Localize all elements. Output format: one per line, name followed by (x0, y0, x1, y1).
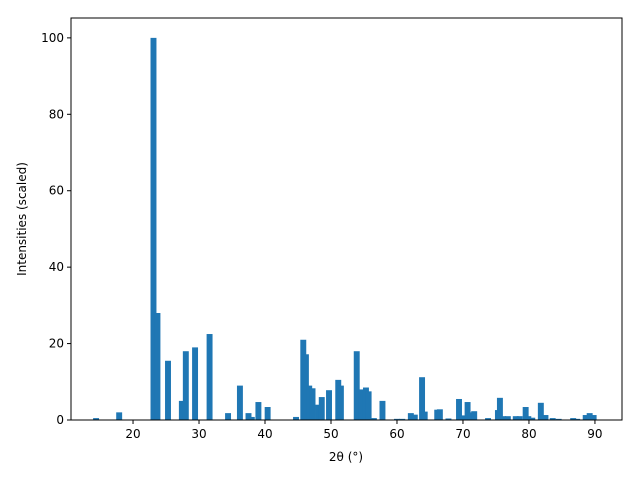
bar (365, 391, 372, 420)
bar (574, 418, 581, 420)
bar (236, 385, 243, 420)
x-tick-label: 70 (455, 427, 470, 441)
bar (542, 415, 549, 420)
bar (485, 418, 492, 420)
x-axis-label: 2θ (°) (329, 450, 363, 464)
bar (165, 360, 171, 420)
bar (537, 402, 544, 420)
x-tick-label: 40 (257, 427, 272, 441)
bar (370, 418, 377, 420)
bar (500, 416, 507, 420)
bar (353, 351, 360, 420)
x-tick-label: 60 (389, 427, 404, 441)
bar (206, 334, 213, 420)
bar (302, 354, 309, 420)
bar (445, 418, 452, 420)
bar (522, 407, 529, 420)
bar (549, 418, 556, 420)
bar (326, 390, 332, 420)
bar (358, 389, 365, 420)
bar (582, 415, 589, 420)
bar (421, 411, 428, 420)
plot-area (93, 37, 597, 420)
bar (182, 351, 189, 420)
bar (150, 37, 157, 420)
y-tick-label: 80 (49, 107, 64, 121)
bar (529, 417, 536, 420)
bar (309, 388, 316, 420)
x-tick-label: 50 (323, 427, 338, 441)
bar (464, 402, 471, 420)
bar (379, 400, 386, 420)
bar (116, 412, 123, 420)
y-tick-label: 0 (56, 413, 64, 427)
bar (248, 416, 255, 420)
bar (436, 409, 443, 420)
bar (570, 418, 577, 420)
bar (419, 377, 426, 420)
bar (407, 413, 414, 420)
bar (225, 413, 232, 420)
bar (411, 414, 418, 420)
bar (178, 400, 185, 420)
bar (496, 397, 503, 420)
bar (456, 398, 462, 420)
bar (555, 418, 562, 420)
bar (337, 385, 344, 420)
x-tick-label: 30 (191, 427, 206, 441)
y-tick-label: 60 (49, 184, 64, 198)
bar (471, 411, 478, 420)
bar (93, 418, 100, 420)
bar (516, 416, 523, 420)
y-tick-label: 100 (41, 31, 64, 45)
bar (293, 416, 299, 420)
x-tick-label: 20 (125, 427, 140, 441)
y-tick-label: 40 (49, 260, 64, 274)
bar (399, 418, 406, 420)
bar (590, 415, 597, 420)
x-tick-label: 90 (587, 427, 602, 441)
bar (154, 313, 161, 420)
bar (315, 404, 322, 420)
bar (459, 415, 466, 420)
y-tick-label: 20 (49, 337, 64, 351)
bar (255, 402, 262, 420)
axes-frame (70, 17, 623, 421)
bar (318, 397, 325, 420)
bar (512, 416, 519, 420)
bar (525, 416, 532, 420)
bar (586, 413, 593, 420)
y-axis-label: Intensities (scaled) (15, 162, 29, 276)
bar (306, 385, 313, 420)
bar (245, 413, 252, 420)
bar (264, 407, 271, 420)
bar (467, 412, 474, 420)
bar (394, 418, 400, 420)
bar (504, 416, 511, 420)
bar (192, 347, 199, 420)
x-tick-label: 80 (521, 427, 536, 441)
